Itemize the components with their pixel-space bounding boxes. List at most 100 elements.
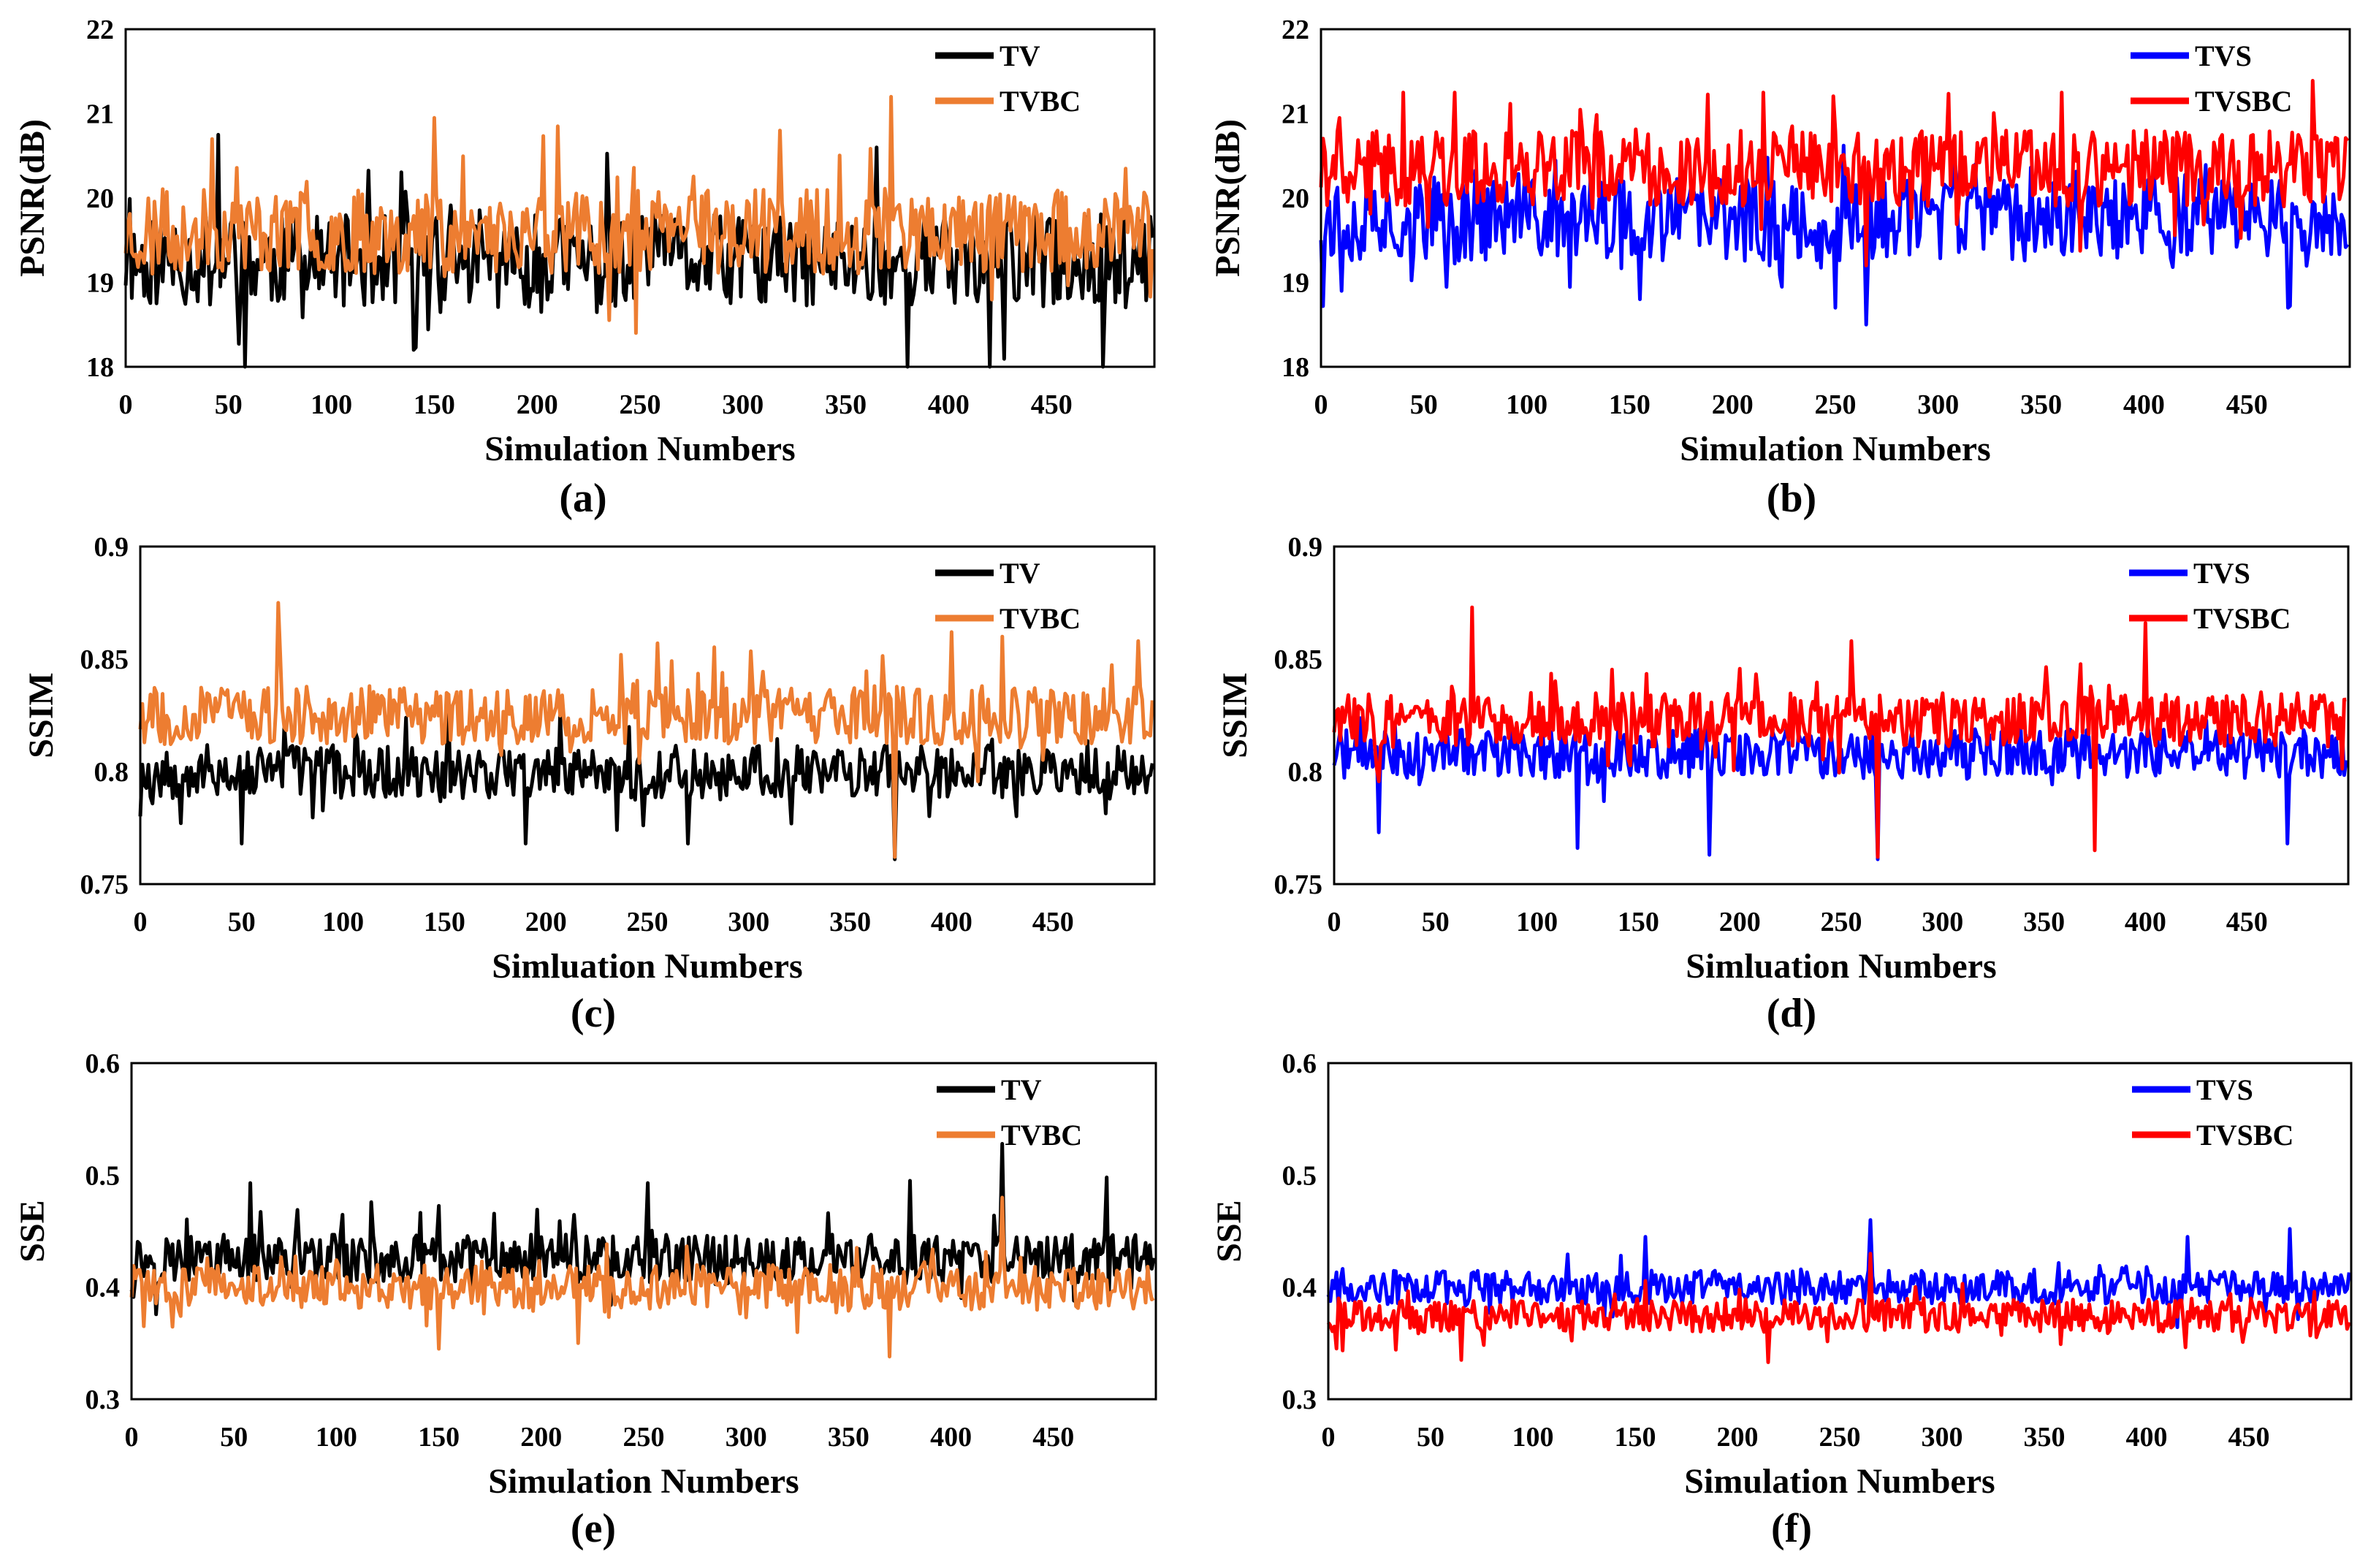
- x-tick-label: 350: [2024, 1422, 2066, 1453]
- y-tick-label: 20: [1282, 183, 1309, 214]
- x-tick-label: 300: [722, 389, 764, 420]
- x-tick-label: 100: [1506, 389, 1547, 420]
- x-tick-label: 250: [1821, 907, 1862, 937]
- x-tick-label: 150: [418, 1422, 460, 1453]
- x-axis-label: Simulation Numbers: [1680, 430, 1990, 468]
- x-tick-label: 250: [1819, 1422, 1861, 1453]
- y-tick-label: 19: [1282, 268, 1309, 299]
- y-axis-label: PSNR(dB): [13, 119, 52, 277]
- x-tick-label: 150: [1618, 907, 1659, 937]
- y-tick-label: 0.75: [80, 869, 129, 900]
- series-line-tvs: [1326, 1218, 2351, 1329]
- y-tick-label: 0.9: [94, 532, 129, 563]
- x-tick-label: 0: [119, 389, 133, 420]
- legend-label-tvsbc: TVSBC: [2195, 85, 2292, 118]
- series-line-tvsbc: [1326, 1252, 2351, 1364]
- panel-d: 0 50 100 150 200 250 300 350 400 450 0.75 0.8 0.85 0.…: [1216, 532, 2350, 1036]
- x-tick-label: 50: [1417, 1422, 1444, 1453]
- x-axis-label: Simluation Numbers: [1686, 947, 1996, 986]
- x-tick-label: 400: [928, 389, 970, 420]
- x-tick-label: 200: [525, 907, 567, 937]
- y-tick-label: 0.6: [1282, 1048, 1317, 1079]
- legend-label-tv: TV: [1001, 1073, 1042, 1106]
- x-tick-label: 350: [2023, 907, 2065, 937]
- legend-label-tvs: TVS: [2193, 557, 2250, 590]
- x-tick-label: 150: [414, 389, 455, 420]
- y-axis-label: PSNR(dB): [1208, 119, 1247, 277]
- x-tick-label: 0: [125, 1422, 139, 1453]
- y-tick-label: 22: [86, 15, 114, 45]
- y-tick-label: 21: [86, 99, 114, 130]
- y-tick-label: 0.75: [1274, 869, 1323, 900]
- x-tick-label: 0: [134, 907, 148, 937]
- x-tick-label: 150: [1615, 1422, 1656, 1453]
- x-tick-label: 400: [2126, 1422, 2168, 1453]
- legend-label-tvs: TVS: [2195, 39, 2252, 72]
- x-tick-label: 400: [931, 907, 972, 937]
- panel-b: 0 50 100 150 200 250 300 350 400 450 18 19 20 21 22 Sim…: [1208, 15, 2351, 521]
- panel-caption: (f): [1771, 1506, 1812, 1551]
- panel-caption: (c): [571, 991, 616, 1036]
- x-tick-label: 350: [829, 907, 871, 937]
- y-tick-label: 0.6: [85, 1048, 121, 1079]
- series-line-tvbc: [123, 94, 1154, 335]
- x-tick-label: 200: [1712, 389, 1754, 420]
- x-tick-label: 300: [728, 907, 769, 937]
- x-tick-label: 450: [1032, 907, 1074, 937]
- x-tick-label: 50: [215, 389, 243, 420]
- y-axis-label: SSE: [13, 1200, 52, 1262]
- x-tick-label: 150: [1609, 389, 1651, 420]
- x-tick-label: 300: [1922, 1422, 1963, 1453]
- x-tick-label: 350: [828, 1422, 869, 1453]
- y-tick-label: 0.8: [94, 757, 129, 788]
- plot-frame: [1320, 28, 2351, 368]
- y-tick-label: 0.4: [85, 1273, 121, 1304]
- x-axis-label: Simulation Numbers: [484, 430, 795, 468]
- y-tick-label: 0.5: [1282, 1160, 1317, 1191]
- legend-label-tvsbc: TVSBC: [2196, 1119, 2293, 1152]
- y-tick-label: 0.3: [1282, 1385, 1317, 1415]
- x-tick-label: 250: [623, 1422, 665, 1453]
- panel-caption: (a): [559, 476, 606, 521]
- series-line-tv: [138, 710, 1154, 861]
- x-axis-label: Simluation Numbers: [492, 947, 802, 986]
- x-tick-label: 400: [2125, 907, 2166, 937]
- panel-caption: (b): [1767, 476, 1816, 521]
- y-axis-label: SSE: [1210, 1200, 1249, 1262]
- legend-label-tv: TV: [1000, 39, 1040, 72]
- y-axis-label: SSIM: [1216, 672, 1255, 758]
- x-tick-label: 400: [2123, 389, 2165, 420]
- panel-c: 0 50 100 150 200 250 300 350 400 450 0.75 0.8 0.85 0.…: [22, 532, 1156, 1036]
- x-tick-label: 100: [316, 1422, 357, 1453]
- x-tick-label: 50: [1422, 907, 1450, 937]
- y-tick-label: 0.85: [1274, 644, 1323, 675]
- x-tick-label: 100: [1516, 907, 1558, 937]
- x-tick-label: 250: [1815, 389, 1857, 420]
- x-axis-label: Simulation Numbers: [1684, 1462, 1995, 1501]
- x-tick-label: 0: [1328, 907, 1341, 937]
- legend-label-tvsbc: TVSBC: [2193, 602, 2291, 635]
- y-tick-label: 21: [1282, 99, 1309, 130]
- y-tick-label: 0.4: [1282, 1273, 1317, 1304]
- legend-label-tv: TV: [1000, 557, 1040, 590]
- series-line-tvbc: [129, 1195, 1155, 1359]
- x-tick-label: 300: [1922, 907, 1963, 937]
- x-tick-label: 0: [1322, 1422, 1336, 1453]
- y-tick-label: 22: [1282, 15, 1309, 45]
- legend-label-tvbc: TVBC: [1000, 85, 1081, 118]
- y-tick-label: 20: [86, 183, 114, 214]
- x-tick-label: 200: [517, 389, 558, 420]
- plot-frame: [1333, 545, 2350, 886]
- legend-label-tvbc: TVBC: [1000, 602, 1081, 635]
- panel-caption: (e): [571, 1506, 616, 1551]
- series-line-tv: [129, 1141, 1156, 1317]
- series-line-tvbc: [138, 601, 1154, 859]
- y-tick-label: 0.8: [1288, 757, 1323, 788]
- x-tick-label: 350: [2020, 389, 2062, 420]
- x-tick-label: 100: [311, 389, 352, 420]
- x-tick-label: 200: [1717, 1422, 1759, 1453]
- y-tick-label: 0.85: [80, 644, 129, 675]
- x-tick-label: 150: [424, 907, 465, 937]
- x-tick-label: 50: [228, 907, 256, 937]
- x-tick-label: 400: [930, 1422, 972, 1453]
